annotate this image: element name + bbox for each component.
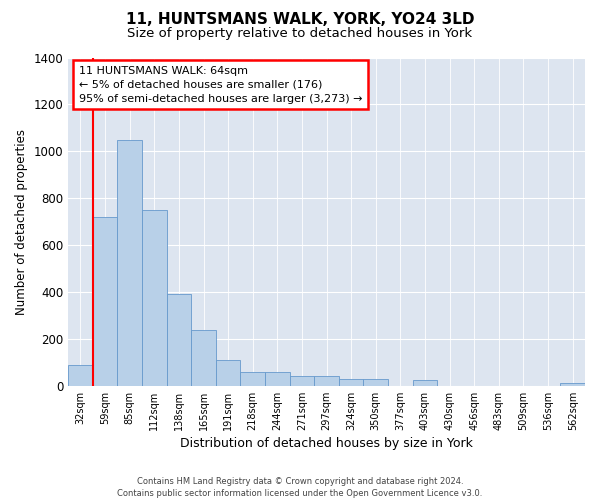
Bar (314, 376, 339, 386)
Bar (413, 380, 437, 386)
Y-axis label: Number of detached properties: Number of detached properties (15, 128, 28, 314)
Bar (118, 140, 142, 386)
Bar (364, 379, 388, 386)
Text: 11, HUNTSMANS WALK, YORK, YO24 3LD: 11, HUNTSMANS WALK, YORK, YO24 3LD (126, 12, 474, 28)
Bar (93, 217, 118, 386)
Bar (339, 379, 364, 386)
Bar (216, 360, 241, 386)
X-axis label: Distribution of detached houses by size in York: Distribution of detached houses by size … (180, 437, 473, 450)
Bar (68, 364, 93, 386)
Bar (142, 210, 167, 386)
Bar (191, 330, 216, 386)
Text: 11 HUNTSMANS WALK: 64sqm
← 5% of detached houses are smaller (176)
95% of semi-d: 11 HUNTSMANS WALK: 64sqm ← 5% of detache… (79, 66, 362, 104)
Text: Size of property relative to detached houses in York: Size of property relative to detached ho… (127, 28, 473, 40)
Bar (167, 294, 191, 386)
Text: Contains HM Land Registry data © Crown copyright and database right 2024.
Contai: Contains HM Land Registry data © Crown c… (118, 476, 482, 498)
Bar (241, 372, 265, 386)
Bar (560, 384, 585, 386)
Bar (290, 376, 314, 386)
Bar (265, 372, 290, 386)
